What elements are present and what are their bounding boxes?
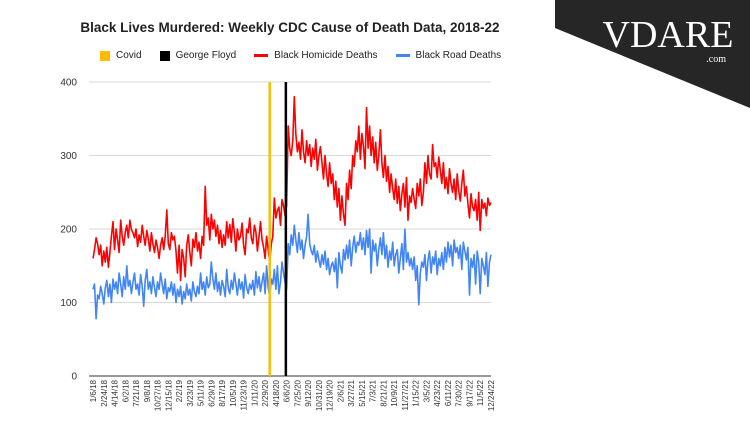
y-tick-label: 100 <box>60 298 77 309</box>
x-tick-label: 12/15/18 <box>164 379 173 411</box>
x-tick-label: 6/2/18 <box>121 379 130 402</box>
legend-item-covid: Covid <box>100 50 142 61</box>
x-tick-label: 6/29/19 <box>207 379 216 406</box>
logo-banner <box>555 0 750 108</box>
legend-label: Black Road Deaths <box>415 50 502 61</box>
x-tick-label: 7/25/20 <box>293 379 302 406</box>
x-tick-label: 2/2/19 <box>175 379 184 402</box>
x-tick-label: 8/17/19 <box>218 379 227 406</box>
x-tick-label: 10/27/18 <box>154 379 163 411</box>
homicide-series-line <box>92 95 492 282</box>
x-tick-label: 10/9/21 <box>390 379 399 406</box>
legend-swatch <box>395 54 410 57</box>
x-tick-label: 6/11/22 <box>444 379 453 406</box>
x-tick-label: 6/6/20 <box>283 379 292 402</box>
x-tick-label: 3/27/21 <box>347 379 356 406</box>
legend-swatch <box>254 54 269 57</box>
legend-label: Black Homicide Deaths <box>274 50 378 61</box>
x-tick-label: 5/15/21 <box>358 379 367 406</box>
x-tick-label: 1/15/22 <box>412 379 421 406</box>
legend-item-road: Black Road Deaths <box>395 50 502 61</box>
x-tick-label: 11/27/21 <box>401 379 410 410</box>
x-tick-label: 2/29/20 <box>261 379 270 406</box>
legend: Covid George Floyd Black Homicide Deaths… <box>100 50 501 61</box>
x-tick-label: 3/5/22 <box>422 379 431 402</box>
x-tick-label: 11/5/22 <box>476 379 485 406</box>
y-tick-label: 0 <box>71 372 77 383</box>
chart-title: Black Lives Murdered: Weekly CDC Cause o… <box>80 20 500 35</box>
x-tick-label: 1/6/18 <box>89 379 98 402</box>
x-tick-label: 12/19/20 <box>326 379 335 411</box>
x-tick-label: 11/23/19 <box>240 379 249 410</box>
x-tick-label: 2/24/18 <box>100 379 109 406</box>
x-tick-label: 9/12/20 <box>304 379 313 406</box>
x-tick-label: 8/21/21 <box>379 379 388 406</box>
logo-text: VDARE <box>603 14 734 56</box>
y-tick-label: 300 <box>60 151 77 162</box>
x-tick-label: 4/14/18 <box>111 379 120 406</box>
x-tick-label: 4/18/20 <box>272 379 281 406</box>
legend-item-george-floyd: George Floyd <box>159 50 237 61</box>
x-tick-label: 12/24/22 <box>487 379 496 411</box>
x-tick-label: 10/5/19 <box>229 379 238 406</box>
x-tick-label: 4/23/22 <box>433 379 442 406</box>
x-tick-label: 2/6/21 <box>336 379 345 402</box>
x-tick-label: 1/11/20 <box>250 379 259 406</box>
legend-swatch <box>159 50 170 61</box>
logo-suffix: .com <box>706 54 726 65</box>
y-tick-label: 400 <box>60 78 77 89</box>
x-tick-label: 5/11/19 <box>197 379 206 406</box>
x-tick-label: 3/23/19 <box>186 379 195 406</box>
x-tick-label: 9/8/18 <box>143 379 152 402</box>
y-tick-label: 200 <box>60 225 77 236</box>
x-tick-label: 9/17/22 <box>465 379 474 406</box>
road-series-line <box>92 213 492 320</box>
x-tick-label: 10/31/20 <box>315 379 324 411</box>
x-tick-label: 7/30/22 <box>455 379 464 406</box>
legend-swatch <box>100 50 110 61</box>
x-tick-label: 7/21/18 <box>132 379 141 406</box>
x-tick-label: 7/3/21 <box>369 379 378 402</box>
legend-item-homicide: Black Homicide Deaths <box>254 50 378 61</box>
legend-label: George Floyd <box>175 50 237 61</box>
legend-label: Covid <box>116 50 142 61</box>
